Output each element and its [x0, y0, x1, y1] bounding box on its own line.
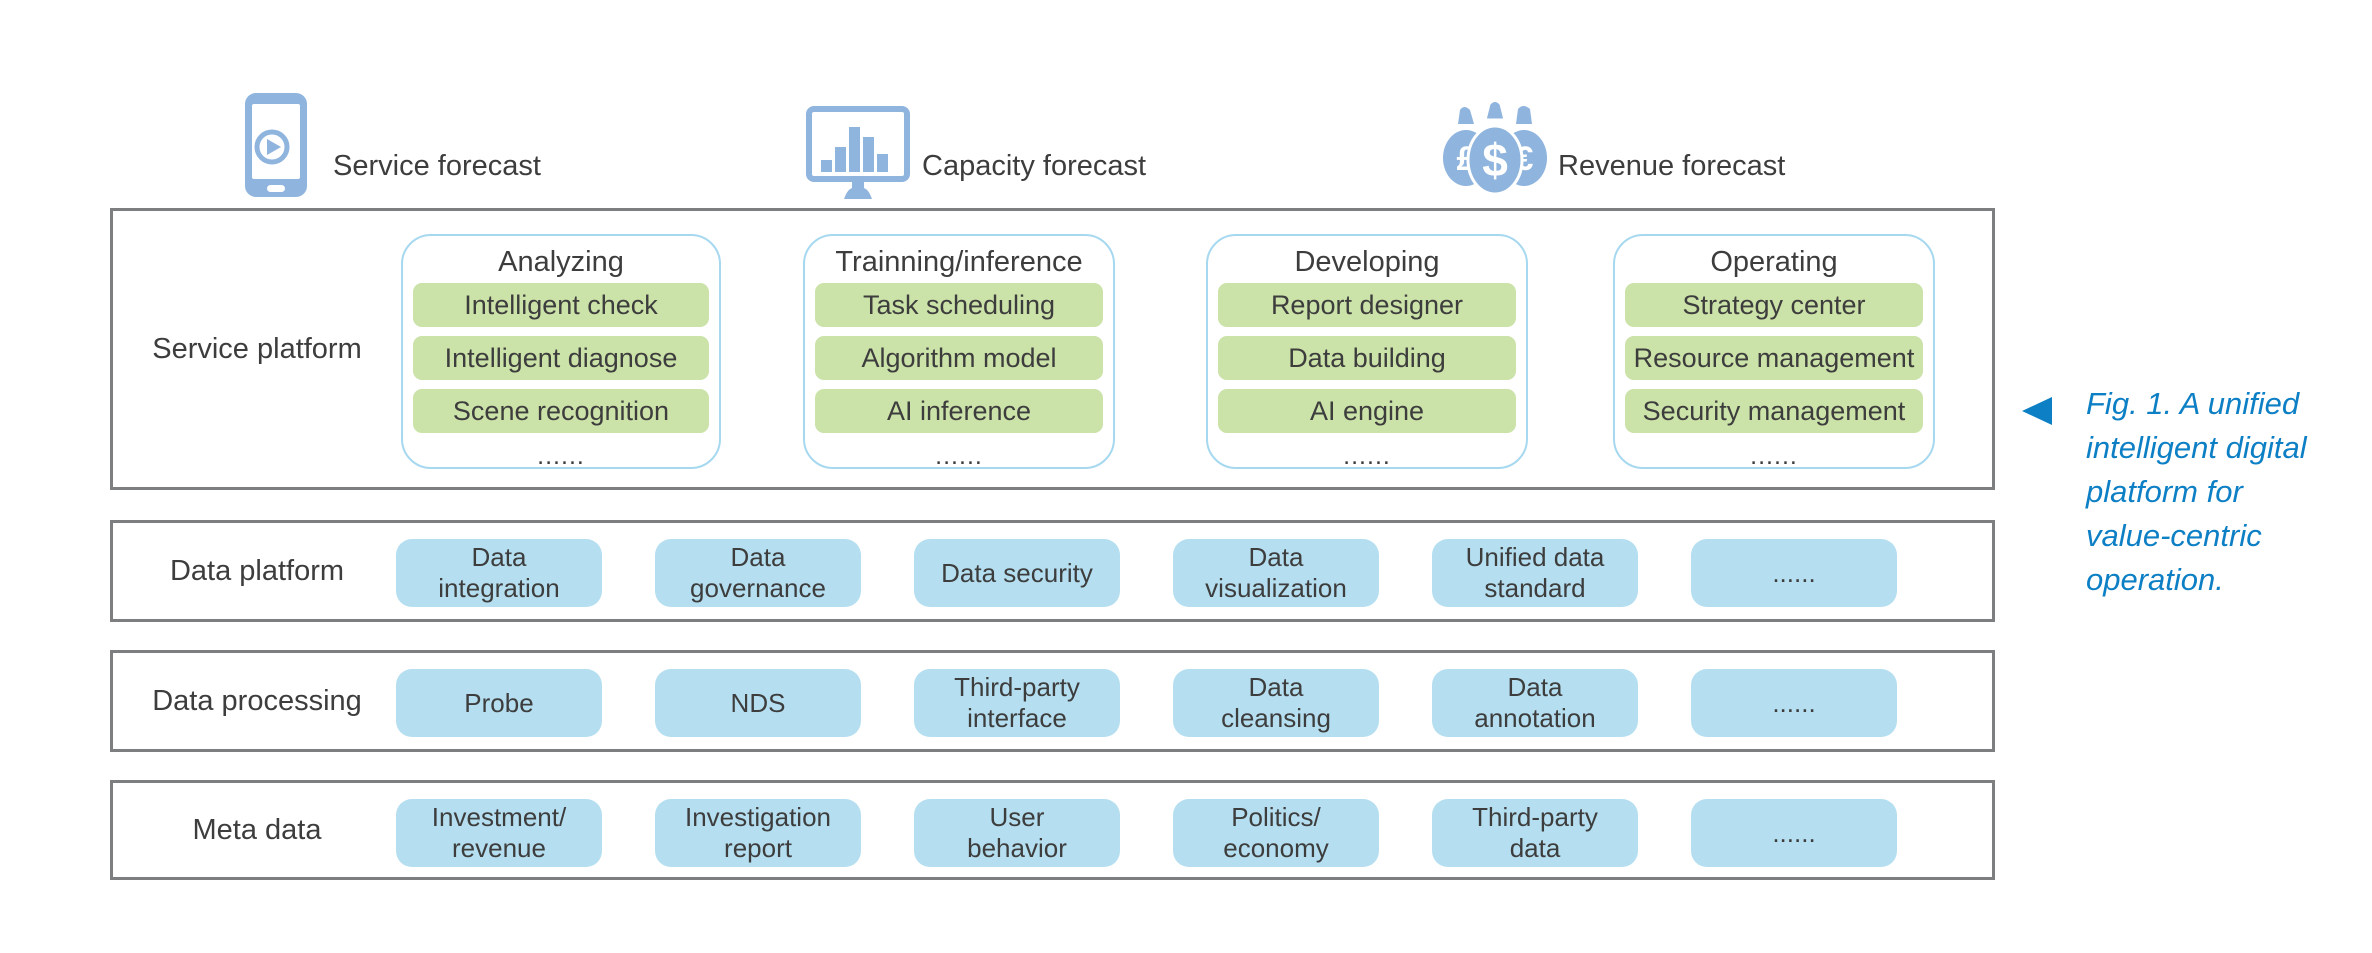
ellipsis: ...... — [1750, 442, 1798, 470]
ellipsis: ...... — [537, 442, 585, 470]
capability-pill: Algorithm model — [815, 336, 1103, 380]
capability-pill: Scene recognition — [413, 389, 709, 433]
meta-data-item: Third-party data — [1432, 799, 1638, 867]
capability-pill: Intelligent check — [413, 283, 709, 327]
capability-pill: Intelligent diagnose — [413, 336, 709, 380]
figure-caption: Fig. 1. A unified intelligent digital pl… — [2086, 386, 2307, 598]
group-title: Operating — [1710, 246, 1838, 278]
data-processing-item: Probe — [396, 669, 602, 737]
phone-play-icon — [245, 93, 307, 202]
capability-pill: Data building — [1218, 336, 1516, 380]
meta-data-item: User behavior — [914, 799, 1120, 867]
svg-text:$: $ — [1482, 134, 1508, 186]
group-developing: Developing Report designer Data building… — [1206, 234, 1528, 470]
data-platform-item-more: ...... — [1691, 539, 1897, 607]
service-platform-layer: Service platform Analyzing Intelligent c… — [110, 208, 1995, 490]
service-platform-label: Service platform — [152, 332, 362, 365]
data-processing-item: Third-party interface — [914, 669, 1120, 737]
group-title: Developing — [1294, 246, 1440, 278]
group-analyzing: Analyzing Intelligent check Intelligent … — [401, 234, 721, 470]
monitor-bar-chart-icon — [806, 106, 910, 205]
capability-pill: AI inference — [815, 389, 1103, 433]
data-processing-item: NDS — [655, 669, 861, 737]
meta-data-layer: Meta data Investment/ revenue Investigat… — [110, 780, 1995, 880]
meta-data-item: Investment/ revenue — [396, 799, 602, 867]
data-platform-item: Unified data standard — [1432, 539, 1638, 607]
forecast-label-service: Service forecast — [333, 150, 541, 182]
caption-arrow-icon — [2022, 397, 2052, 425]
data-platform-item: Data governance — [655, 539, 861, 607]
forecast-label-revenue: Revenue forecast — [1558, 150, 1786, 182]
forecast-label-capacity: Capacity forecast — [922, 150, 1147, 182]
capability-pill: Resource management — [1625, 336, 1923, 380]
meta-data-label: Meta data — [192, 813, 322, 846]
data-processing-item: Data annotation — [1432, 669, 1638, 737]
data-processing-label: Data processing — [152, 684, 362, 717]
meta-data-item: Politics/ economy — [1173, 799, 1379, 867]
group-title: Analyzing — [498, 246, 624, 278]
meta-data-item-more: ...... — [1691, 799, 1897, 867]
group-title: Trainning/inference — [835, 246, 1083, 278]
capability-pill: AI engine — [1218, 389, 1516, 433]
money-bags-icon: £ € $ — [1440, 96, 1550, 203]
capability-pill: Strategy center — [1625, 283, 1923, 327]
ellipsis: ...... — [1343, 442, 1391, 470]
capability-pill: Security management — [1625, 389, 1923, 433]
capability-pill: Task scheduling — [815, 283, 1103, 327]
data-platform-item: Data security — [914, 539, 1120, 607]
data-platform-item: Data visualization — [1173, 539, 1379, 607]
data-platform-item: Data integration — [396, 539, 602, 607]
data-processing-item: Data cleansing — [1173, 669, 1379, 737]
capability-pill: Report designer — [1218, 283, 1516, 327]
data-processing-item-more: ...... — [1691, 669, 1897, 737]
meta-data-item: Investigation report — [655, 799, 861, 867]
data-platform-layer: Data platform Data integration Data gove… — [110, 520, 1995, 622]
group-training-inference: Trainning/inference Task scheduling Algo… — [803, 234, 1115, 470]
ellipsis: ...... — [935, 442, 983, 470]
data-processing-layer: Data processing Probe NDS Third-party in… — [110, 650, 1995, 752]
data-platform-label: Data platform — [169, 554, 345, 587]
group-operating: Operating Strategy center Resource manag… — [1613, 234, 1935, 470]
